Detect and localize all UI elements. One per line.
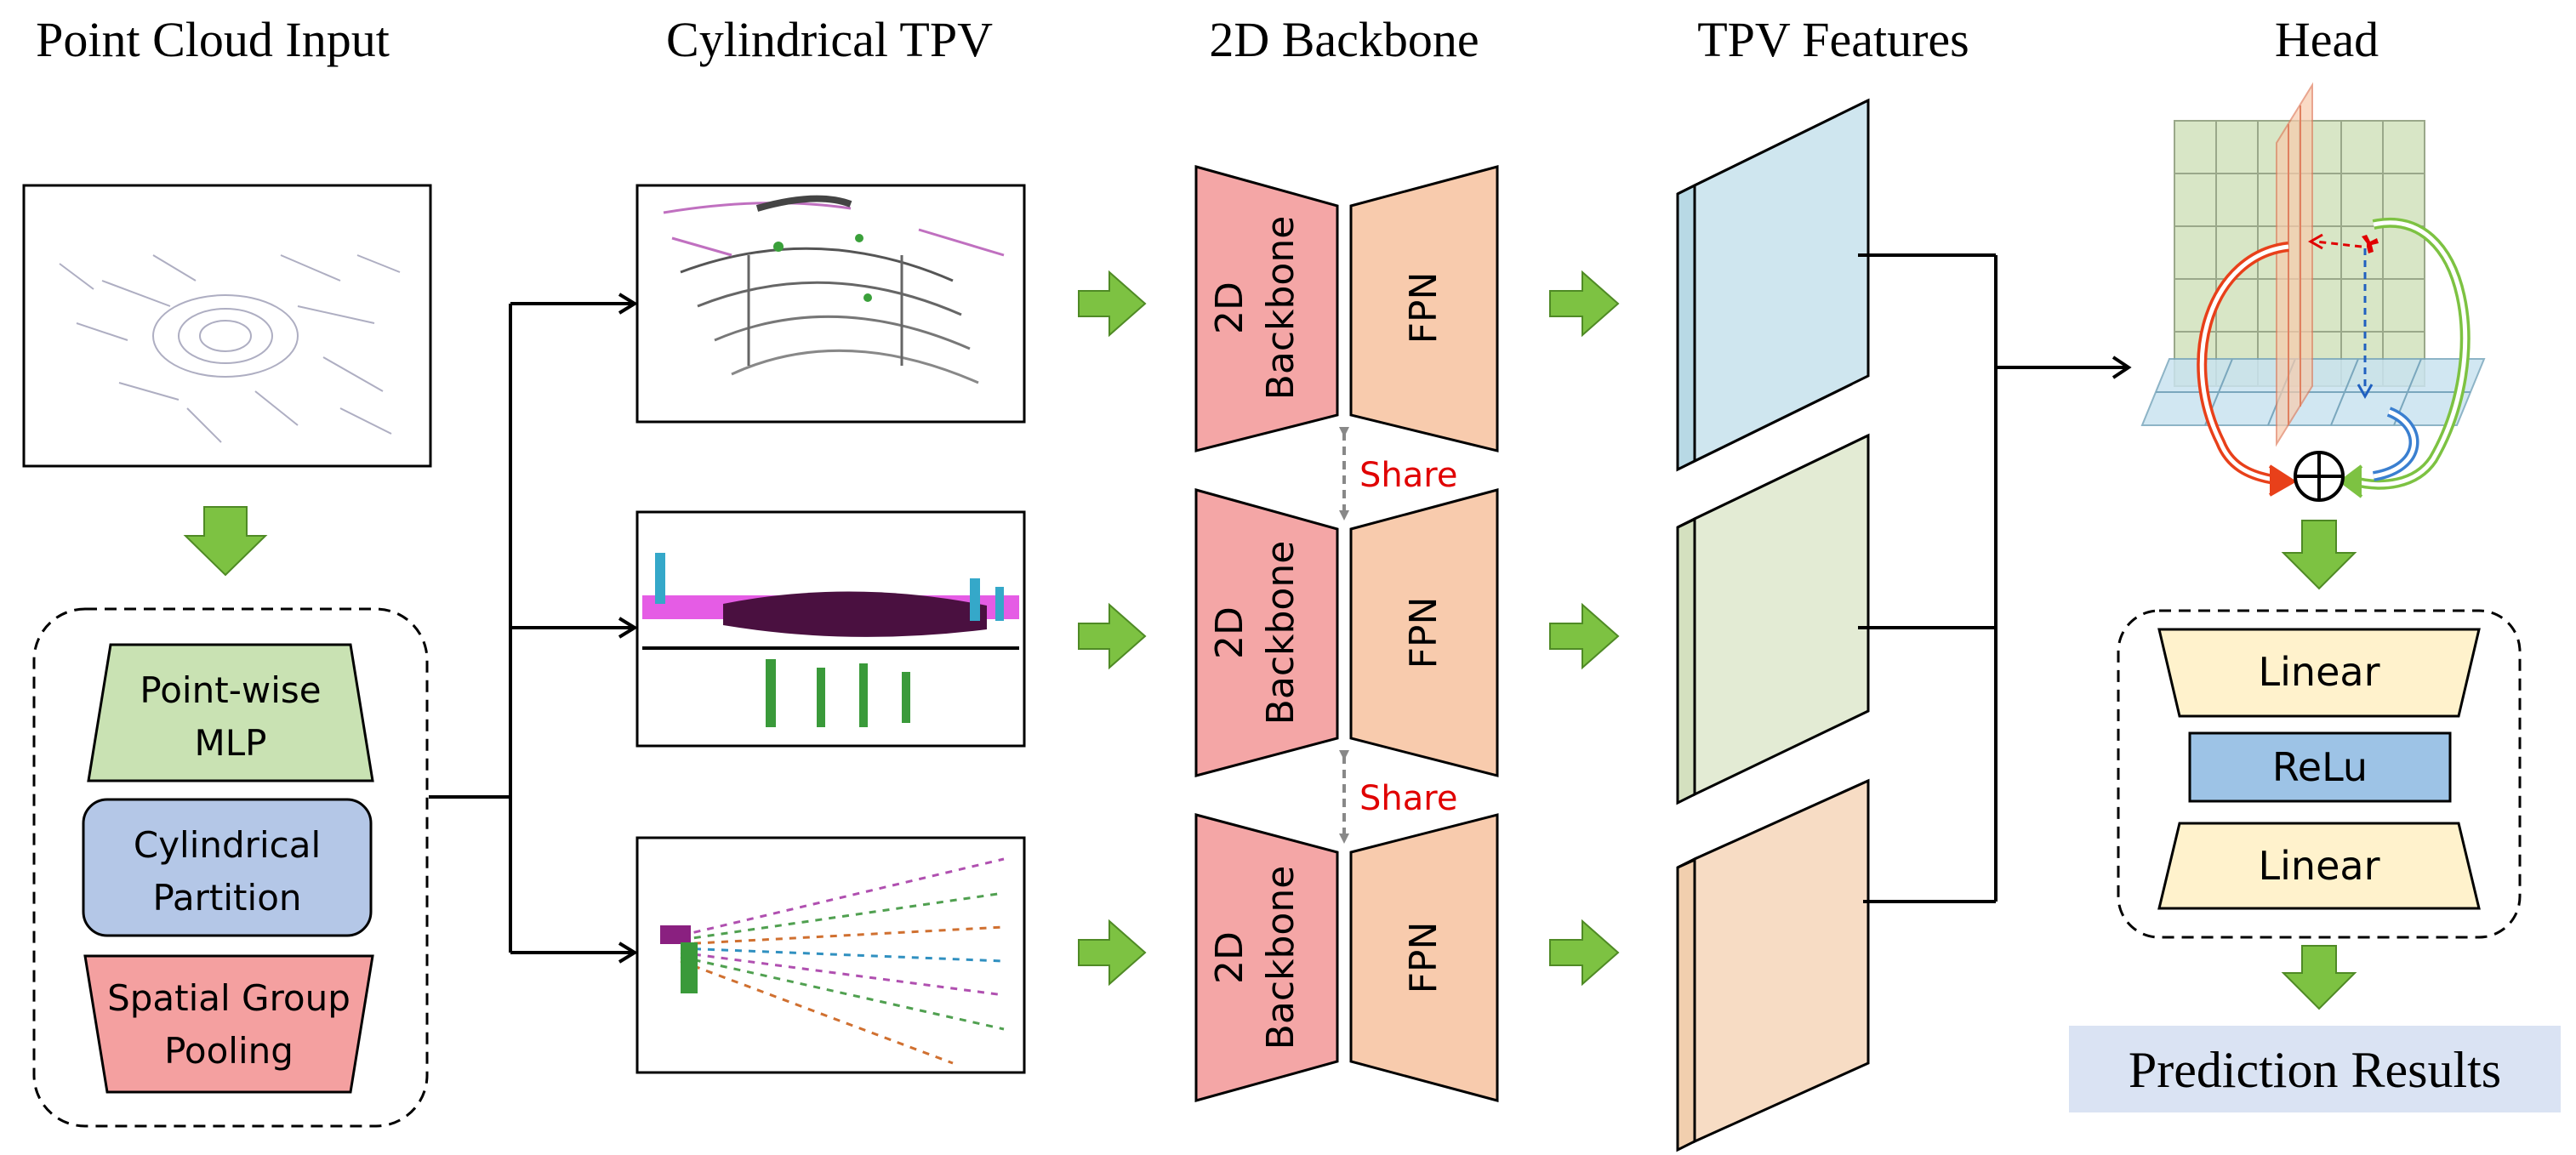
sum-operator-icon xyxy=(2294,451,2345,502)
tpv-view-image-bottom xyxy=(635,836,1026,1074)
svg-text:Pooling: Pooling xyxy=(164,1030,294,1072)
arrow-right-icon xyxy=(1078,270,1147,987)
svg-text:Spatial Group: Spatial Group xyxy=(107,977,350,1019)
svg-text:ReLu: ReLu xyxy=(2272,744,2368,790)
svg-text:FPN: FPN xyxy=(1402,272,1445,344)
svg-text:Linear: Linear xyxy=(2259,843,2380,889)
svg-text:Cylindrical: Cylindrical xyxy=(134,824,321,866)
svg-text:2D: 2D xyxy=(1208,282,1251,334)
arrow-right-icon xyxy=(1549,270,1620,987)
linear-layer-1: Linear xyxy=(2157,628,2481,718)
arrow-down-icon xyxy=(2281,945,2357,1010)
svg-text:Backbone: Backbone xyxy=(1259,866,1302,1050)
head-group xyxy=(2117,609,2522,939)
share-label-1: Share xyxy=(1359,456,1457,495)
svg-text:2D: 2D xyxy=(1208,931,1251,984)
prediction-results: Prediction Results xyxy=(2069,1026,2561,1112)
title-cylindrical-tpv: Cylindrical TPV xyxy=(666,12,993,67)
title-2d-backbone: 2D Backbone xyxy=(1209,12,1479,67)
linear-layer-2: Linear xyxy=(2157,822,2481,910)
svg-text:Linear: Linear xyxy=(2259,649,2380,695)
fusion-arrows xyxy=(2197,217,2471,498)
point-cloud-image xyxy=(22,184,432,468)
svg-text:FPN: FPN xyxy=(1402,597,1445,669)
tpv-planes-visual xyxy=(2140,82,2486,447)
svg-text:Backbone: Backbone xyxy=(1259,541,1302,725)
tpv-feature-map-2 xyxy=(1676,433,1870,805)
backbone-row-2: 2D Backbone FPN xyxy=(1194,488,1499,777)
svg-text:Backbone: Backbone xyxy=(1259,216,1302,401)
arrow-down-icon xyxy=(2281,520,2357,590)
backbone-row-1: 2D Backbone FPN xyxy=(1194,165,1499,452)
title-tpv-features: TPV Features xyxy=(1697,12,1969,67)
spatial-group-pooling-block: Spatial Group Pooling xyxy=(83,954,374,1094)
backbone-row-3: 2D Backbone FPN xyxy=(1194,813,1499,1102)
title-point-cloud-input: Point Cloud Input xyxy=(36,12,390,67)
svg-text:2D: 2D xyxy=(1208,606,1251,659)
share-label-2: Share xyxy=(1359,779,1457,818)
title-head: Head xyxy=(2275,12,2379,67)
svg-text:MLP: MLP xyxy=(195,722,267,764)
tpv-feature-map-1 xyxy=(1676,98,1870,472)
tpv-feature-map-3 xyxy=(1676,778,1870,1152)
relu-layer: ReLu xyxy=(2188,731,2452,803)
svg-text:Prediction Results: Prediction Results xyxy=(2129,1042,2501,1098)
branch-connector xyxy=(429,302,631,954)
cylindrical-partition-block: Cylindrical Partition xyxy=(82,798,373,937)
svg-text:FPN: FPN xyxy=(1402,922,1445,994)
branch-arrowheads xyxy=(618,293,638,964)
tpv-view-image-middle xyxy=(635,510,1026,748)
svg-text:Partition: Partition xyxy=(152,877,301,919)
tpv-view-image-top xyxy=(635,184,1026,424)
pointwise-mlp-block: Point-wise MLP xyxy=(87,643,374,782)
merge-connector xyxy=(1858,253,2132,903)
encoder-group xyxy=(32,607,429,1128)
svg-text:Point-wise: Point-wise xyxy=(140,669,321,711)
arrow-down-icon xyxy=(183,506,268,577)
